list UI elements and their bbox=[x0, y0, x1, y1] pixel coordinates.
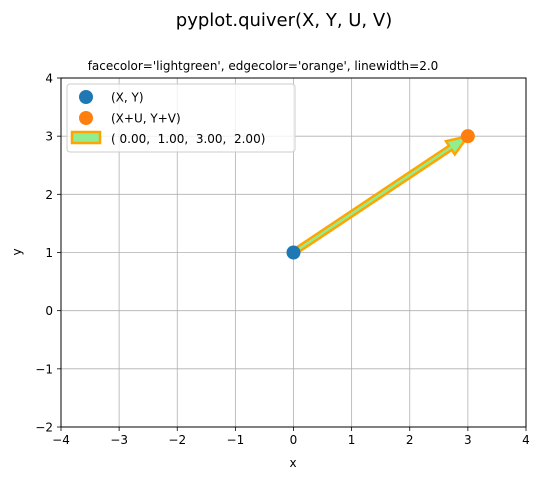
quiver-arrow bbox=[290, 134, 471, 257]
x-tick-label: 1 bbox=[348, 433, 356, 447]
x-tick-label: −1 bbox=[227, 433, 245, 447]
legend-label-xu-yv: (X+U, Y+V) bbox=[111, 112, 181, 126]
y-axis-label: y bbox=[10, 248, 24, 255]
y-tick-label: 4 bbox=[45, 72, 53, 86]
y-tick-label: −2 bbox=[35, 421, 53, 435]
legend-marker-xy bbox=[79, 90, 93, 104]
legend-patch-arrow bbox=[70, 130, 102, 145]
point-tip bbox=[460, 129, 475, 144]
figure-suptitle: pyplot.quiver(X, Y, U, V) bbox=[176, 10, 392, 31]
y-tick-label: 1 bbox=[45, 246, 53, 260]
x-tick-label: 2 bbox=[406, 433, 414, 447]
x-tick-label: 4 bbox=[522, 433, 530, 447]
point-origin bbox=[286, 245, 301, 260]
x-axis-ticks: −4 −3 −2 −1 0 1 2 3 4 bbox=[52, 427, 530, 447]
x-tick-label: −3 bbox=[110, 433, 128, 447]
points-layer bbox=[286, 129, 475, 260]
x-axis-label: x bbox=[289, 456, 296, 470]
y-tick-label: −1 bbox=[35, 362, 53, 376]
axes-title: facecolor='lightgreen', edgecolor='orang… bbox=[88, 59, 439, 73]
legend-label-xy: (X, Y) bbox=[111, 91, 144, 105]
x-tick-label: 3 bbox=[464, 433, 472, 447]
y-tick-label: 0 bbox=[45, 304, 53, 318]
x-tick-label: −2 bbox=[168, 433, 186, 447]
y-axis-ticks: −2 −1 0 1 2 3 4 bbox=[35, 72, 61, 435]
y-tick-label: 3 bbox=[45, 130, 53, 144]
x-tick-label: 0 bbox=[290, 433, 298, 447]
legend: (X, Y) (X+U, Y+V) ( 0.00, 1.00, 3.00, 2.… bbox=[66, 83, 296, 153]
x-tick-label: −4 bbox=[52, 433, 70, 447]
legend-box bbox=[66, 83, 296, 153]
y-tick-label: 2 bbox=[45, 188, 53, 202]
arrow-layer bbox=[290, 134, 471, 257]
legend-marker-xu-yv bbox=[79, 111, 93, 125]
legend-label-arrow: ( 0.00, 1.00, 3.00, 2.00) bbox=[111, 132, 265, 146]
